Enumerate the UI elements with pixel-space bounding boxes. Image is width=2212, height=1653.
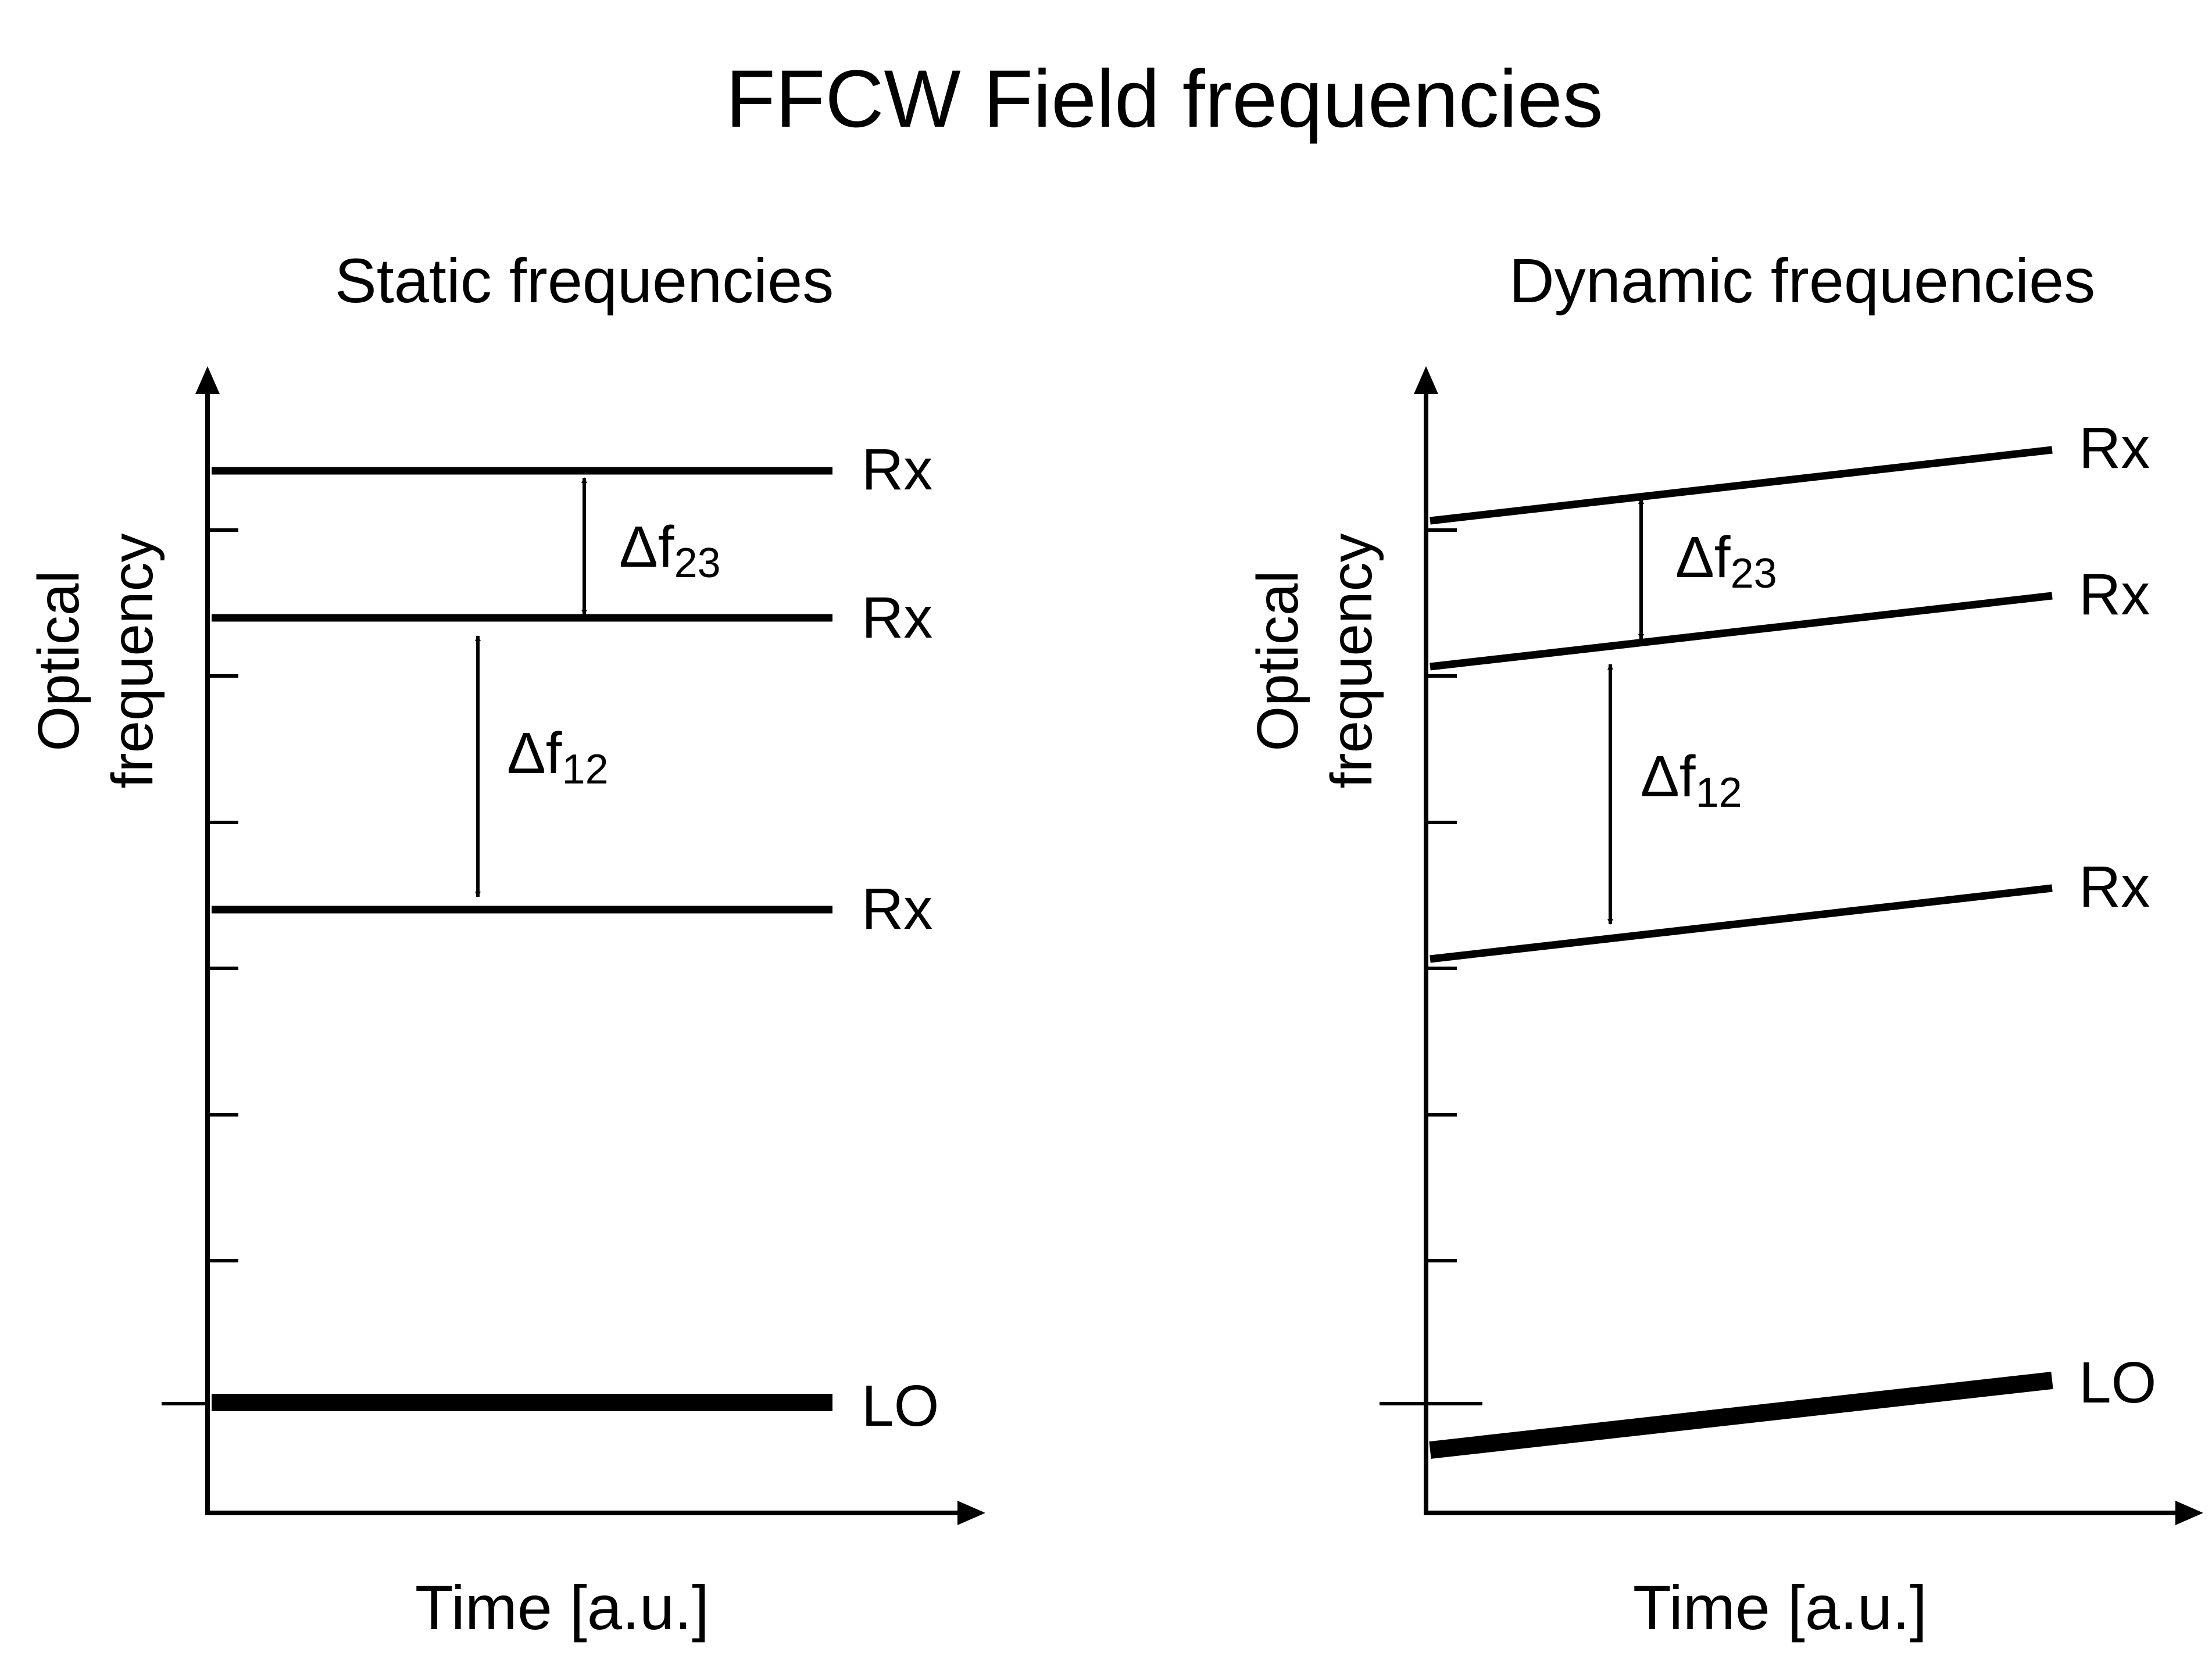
dynamic-y-ticks xyxy=(1380,528,1482,1405)
dynamic-y-label-line1: Optical xyxy=(1245,570,1310,751)
dynamic-lo-label: LO xyxy=(2079,1350,2156,1415)
dynamic-lo-line xyxy=(1429,1372,2053,1459)
static-panel: Static frequencies Rx Rx Rx LO Δf23 Δ xyxy=(26,245,985,1643)
dynamic-rx-line-2 xyxy=(1430,592,2053,671)
dynamic-subtitle: Dynamic frequencies xyxy=(1509,245,2095,316)
dynamic-rx-line-1 xyxy=(1430,884,2053,963)
static-rx-label: Rx xyxy=(862,585,932,650)
dynamic-x-label: Time [a.u.] xyxy=(1633,1572,1927,1643)
static-x-arrowhead xyxy=(957,1501,985,1525)
dynamic-y-label-line2: frequency xyxy=(1319,533,1384,788)
static-lo-label: LO xyxy=(862,1373,939,1439)
static-rx-label: Rx xyxy=(862,876,932,942)
static-y-ticks xyxy=(162,528,238,1405)
dynamic-x-arrowhead xyxy=(2175,1501,2203,1525)
static-df23-label: Δf23 xyxy=(619,514,721,586)
dynamic-rx-line-3 xyxy=(1430,446,2053,525)
dynamic-df12-label: Δf12 xyxy=(1641,744,1742,816)
static-y-label-line1: Optical xyxy=(26,570,91,751)
dynamic-y-arrowhead xyxy=(1414,366,1438,394)
dynamic-panel: Dynamic frequencies Rx Rx Rx LO Δf23 xyxy=(1245,245,2203,1643)
static-subtitle: Static frequencies xyxy=(335,245,834,316)
main-title: FFCW Field frequencies xyxy=(726,53,1603,144)
static-df12-label: Δf12 xyxy=(507,721,609,793)
static-y-arrowhead xyxy=(195,366,220,394)
dynamic-rx-label: Rx xyxy=(2079,854,2150,919)
dynamic-rx-label: Rx xyxy=(2079,562,2150,627)
static-y-label-line2: frequency xyxy=(100,533,165,788)
static-rx-label: Rx xyxy=(862,437,932,502)
static-x-label: Time [a.u.] xyxy=(415,1572,709,1643)
dynamic-rx-label: Rx xyxy=(2079,416,2150,481)
dynamic-df23-label: Δf23 xyxy=(1675,525,1777,597)
